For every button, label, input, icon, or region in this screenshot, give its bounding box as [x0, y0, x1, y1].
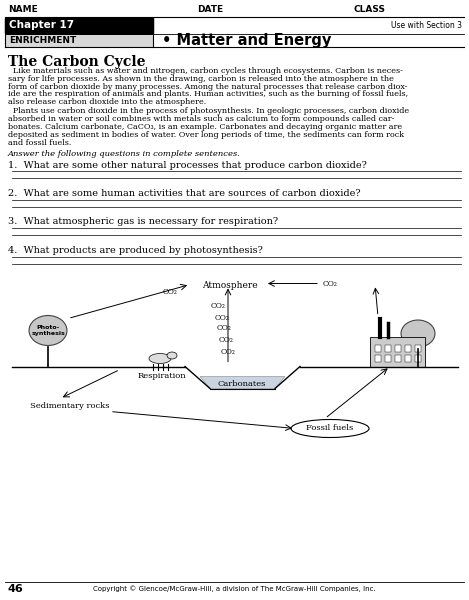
- Text: Like materials such as water and nitrogen, carbon cycles through ecosystems. Car: Like materials such as water and nitroge…: [8, 67, 403, 75]
- Text: absorbed in water or soil combines with metals such as calcium to form compounds: absorbed in water or soil combines with …: [8, 115, 394, 123]
- FancyBboxPatch shape: [415, 355, 421, 361]
- Text: DATE: DATE: [197, 4, 223, 13]
- Text: Carbonates: Carbonates: [218, 379, 266, 388]
- Text: Plants use carbon dioxide in the process of photosynthesis. In geologic processe: Plants use carbon dioxide in the process…: [8, 107, 409, 115]
- Text: Answer the following questions in complete sentences.: Answer the following questions in comple…: [8, 149, 241, 157]
- FancyBboxPatch shape: [395, 344, 401, 352]
- Ellipse shape: [29, 316, 67, 346]
- Polygon shape: [200, 377, 285, 389]
- Text: CO₂: CO₂: [323, 280, 338, 287]
- Text: CO₂: CO₂: [220, 349, 235, 356]
- FancyBboxPatch shape: [415, 344, 421, 352]
- Text: 46: 46: [8, 584, 24, 594]
- Text: sary for life processes. As shown in the drawing, carbon is released into the at: sary for life processes. As shown in the…: [8, 75, 394, 83]
- FancyBboxPatch shape: [375, 355, 381, 361]
- Text: CO₂: CO₂: [163, 287, 177, 295]
- Text: CO₂: CO₂: [217, 325, 231, 332]
- Text: deposited as sediment in bodies of water. Over long periods of time, the sedimen: deposited as sediment in bodies of water…: [8, 131, 404, 139]
- Text: The Carbon Cycle: The Carbon Cycle: [8, 55, 145, 69]
- Text: form of carbon dioxide by many processes. Among the natural processes that relea: form of carbon dioxide by many processes…: [8, 83, 408, 91]
- Text: Respiration: Respiration: [138, 371, 186, 379]
- Text: CO₂: CO₂: [214, 314, 229, 323]
- FancyBboxPatch shape: [375, 344, 381, 352]
- Text: ide are the respiration of animals and plants. Human activities, such as the bur: ide are the respiration of animals and p…: [8, 91, 408, 98]
- Text: bonates. Calcium carbonate, CaCO₃, is an example. Carbonates and decaying organi: bonates. Calcium carbonate, CaCO₃, is an…: [8, 123, 402, 131]
- Ellipse shape: [291, 419, 369, 437]
- Text: Fossil fuels: Fossil fuels: [306, 425, 354, 433]
- Text: CLASS: CLASS: [354, 4, 386, 13]
- Text: CO₂: CO₂: [211, 302, 226, 311]
- FancyBboxPatch shape: [370, 337, 425, 367]
- FancyBboxPatch shape: [385, 355, 391, 361]
- Text: Sedimentary rocks: Sedimentary rocks: [30, 403, 109, 410]
- Text: Use with Section 3: Use with Section 3: [391, 21, 462, 30]
- Ellipse shape: [167, 352, 177, 359]
- Text: 2.  What are some human activities that are sources of carbon dioxide?: 2. What are some human activities that a…: [8, 189, 361, 198]
- Text: • Matter and Energy: • Matter and Energy: [162, 33, 332, 48]
- Text: ENRICHMENT: ENRICHMENT: [9, 36, 76, 45]
- Text: 3.  What atmospheric gas is necessary for respiration?: 3. What atmospheric gas is necessary for…: [8, 217, 278, 226]
- FancyBboxPatch shape: [5, 34, 153, 47]
- FancyBboxPatch shape: [385, 344, 391, 352]
- Text: and fossil fuels.: and fossil fuels.: [8, 139, 71, 146]
- FancyBboxPatch shape: [405, 355, 411, 361]
- Text: 1.  What are some other natural processes that produce carbon dioxide?: 1. What are some other natural processes…: [8, 160, 367, 169]
- Text: Photo-
synthesis: Photo- synthesis: [31, 325, 65, 336]
- Text: NAME: NAME: [8, 4, 38, 13]
- Ellipse shape: [149, 353, 171, 364]
- Ellipse shape: [401, 320, 435, 347]
- Text: also release carbon dioxide into the atmosphere.: also release carbon dioxide into the atm…: [8, 98, 206, 106]
- FancyBboxPatch shape: [405, 344, 411, 352]
- Text: Atmosphere: Atmosphere: [202, 281, 258, 290]
- Text: CO₂: CO₂: [219, 337, 234, 344]
- FancyBboxPatch shape: [395, 355, 401, 361]
- Text: Copyright © Glencoe/McGraw-Hill, a division of The McGraw-Hill Companies, Inc.: Copyright © Glencoe/McGraw-Hill, a divis…: [92, 586, 375, 592]
- FancyBboxPatch shape: [5, 18, 153, 33]
- Text: 4.  What products are produced by photosynthesis?: 4. What products are produced by photosy…: [8, 246, 263, 255]
- Text: Chapter 17: Chapter 17: [9, 20, 74, 31]
